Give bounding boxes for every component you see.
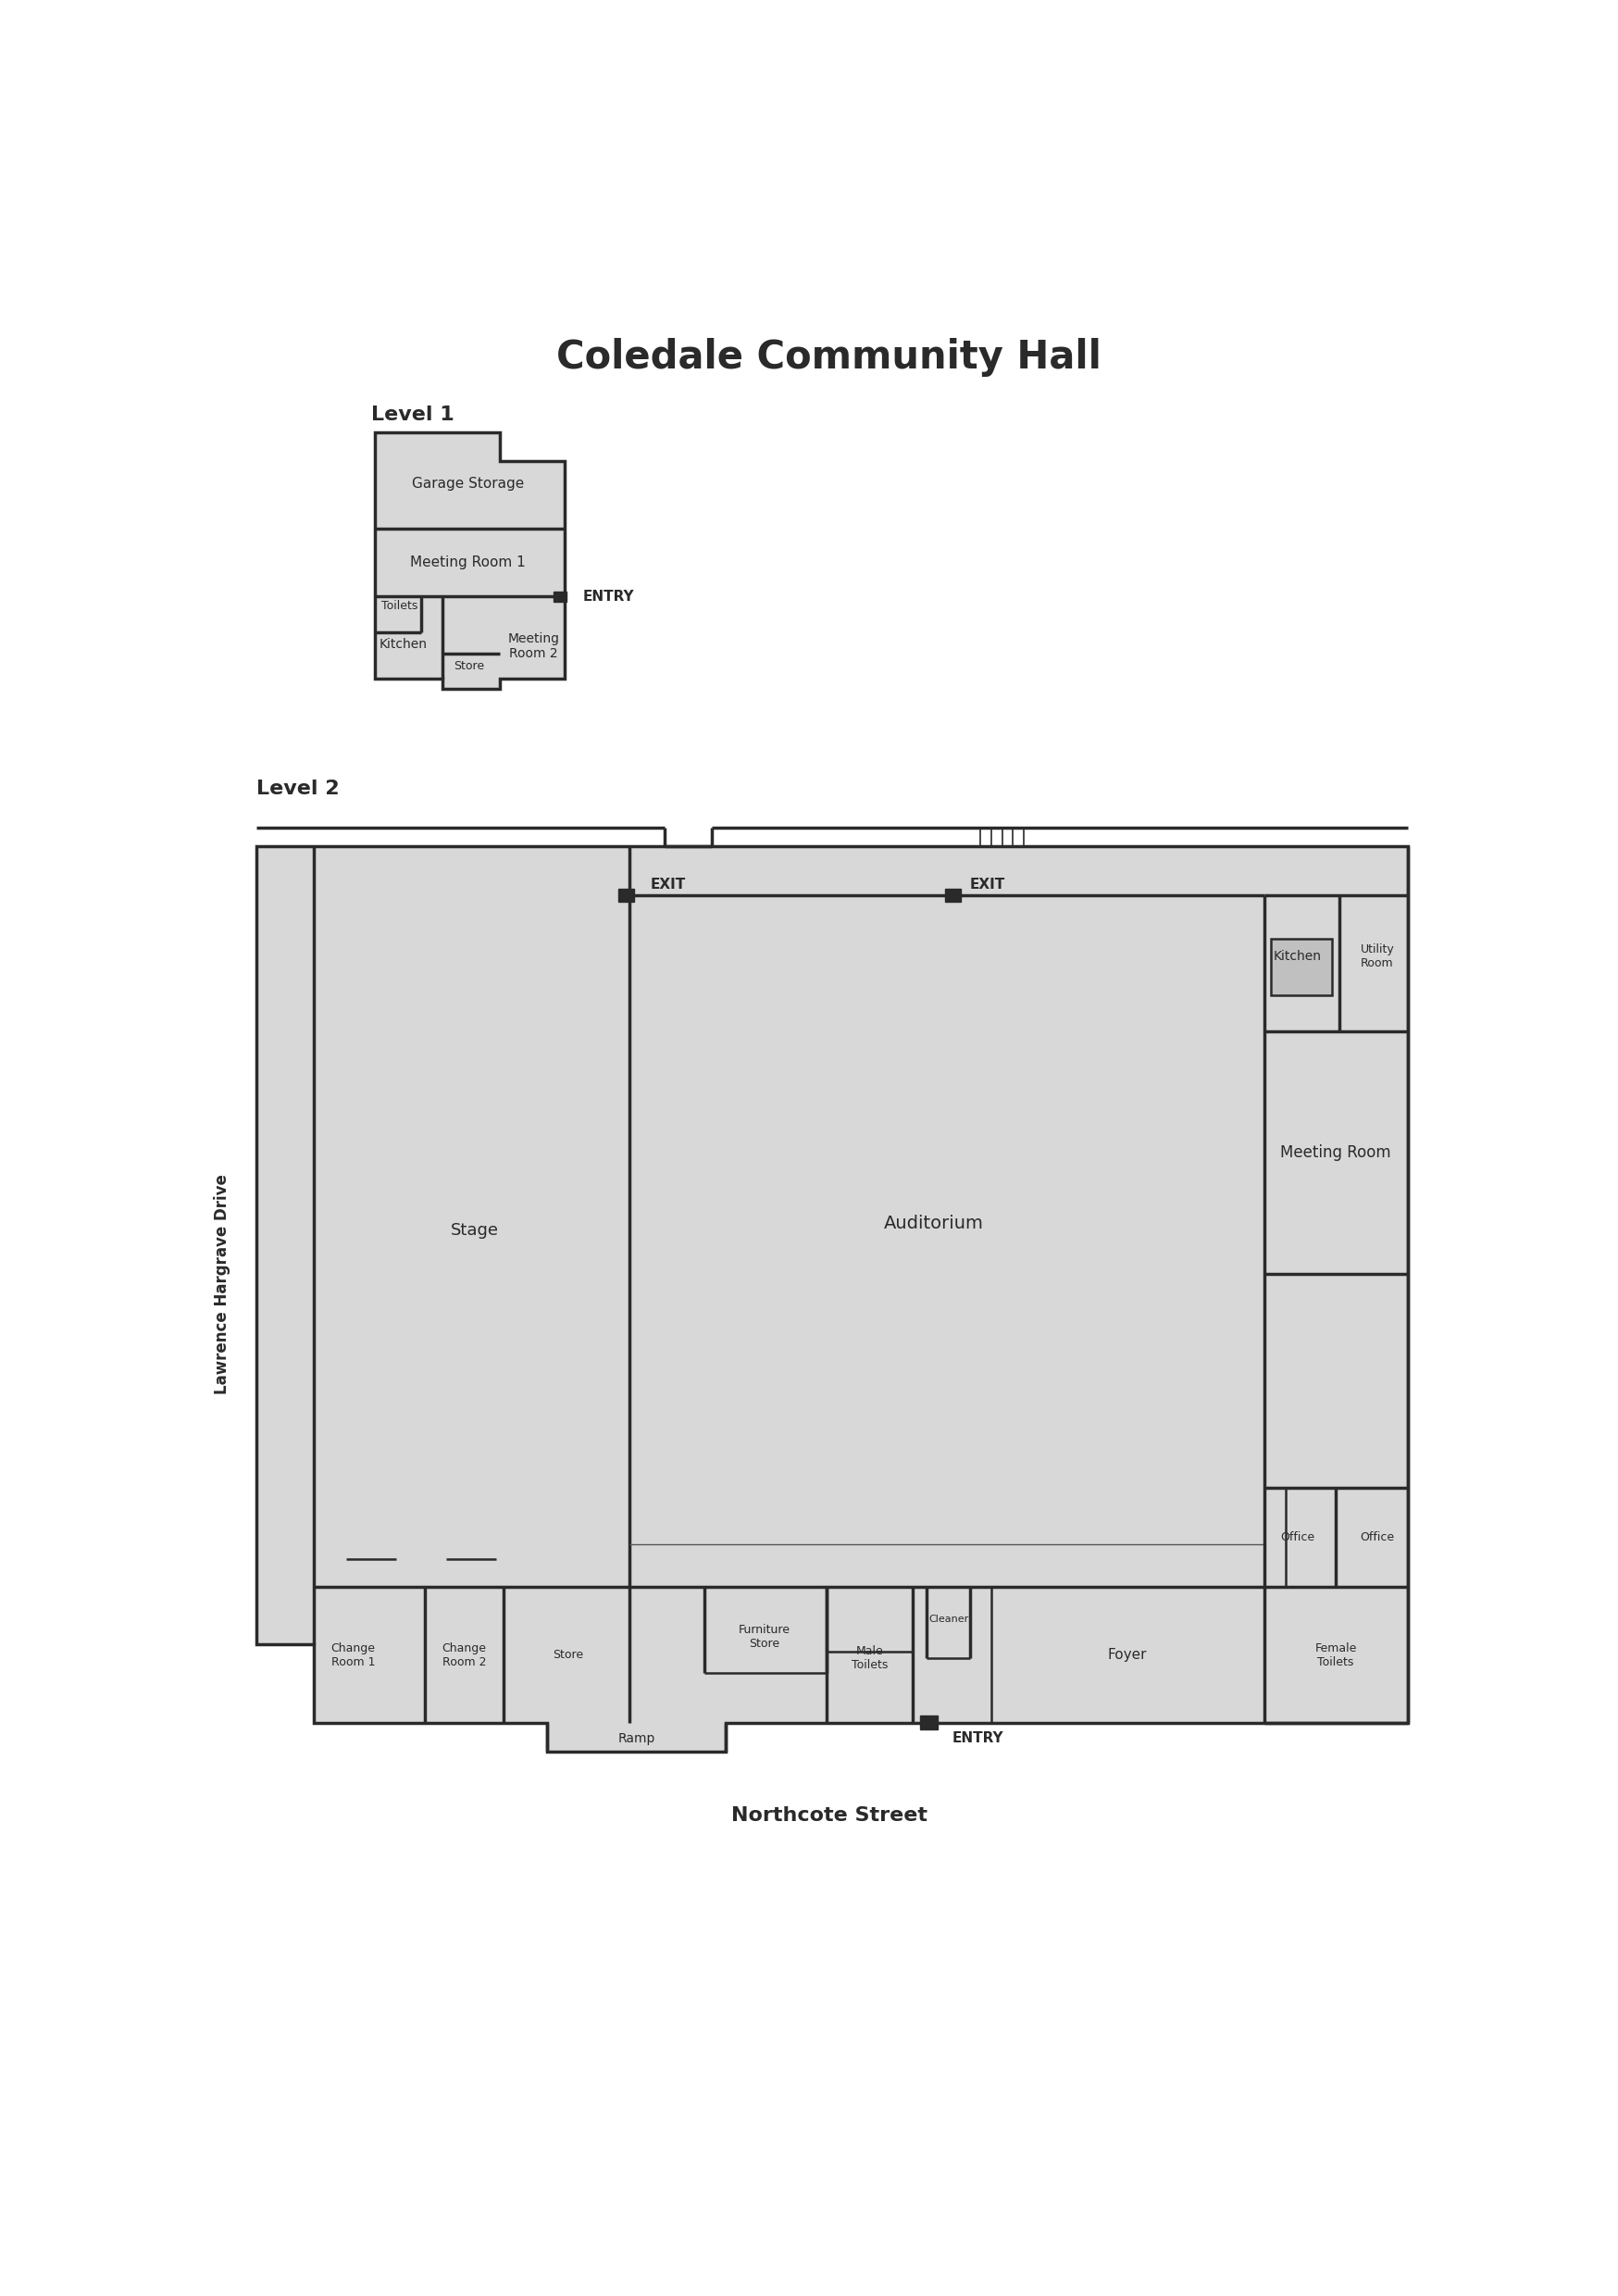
Text: Female
Toilets: Female Toilets [1315, 1642, 1356, 1667]
Text: Utility
Room: Utility Room [1361, 944, 1395, 969]
Text: Foyer: Foyer [1108, 1649, 1147, 1662]
Text: Level 1: Level 1 [371, 406, 455, 425]
Text: Meeting Room: Meeting Room [1280, 1143, 1391, 1162]
Text: Cleaner: Cleaner [929, 1614, 968, 1623]
Text: Change
Room 2: Change Room 2 [442, 1642, 487, 1667]
Text: Store: Store [553, 1649, 584, 1660]
Bar [618, 889, 634, 902]
Text: Level 2: Level 2 [256, 781, 340, 799]
Bar [945, 889, 961, 902]
Text: Meeting
Room 2: Meeting Room 2 [508, 631, 560, 661]
Text: Northcote Street: Northcote Street [731, 1807, 927, 1825]
Text: Office: Office [1361, 1531, 1395, 1543]
Bar [919, 1715, 937, 1729]
Text: Kitchen: Kitchen [379, 638, 427, 652]
Text: Furniture
Store: Furniture Store [738, 1623, 790, 1651]
Text: Kitchen: Kitchen [1273, 951, 1322, 962]
Text: Change
Room 1: Change Room 1 [330, 1642, 375, 1667]
Text: Toilets: Toilets [382, 599, 417, 611]
Text: Office: Office [1280, 1531, 1315, 1543]
Text: Coledale Community Hall: Coledale Community Hall [557, 338, 1102, 377]
Polygon shape [374, 432, 565, 689]
Bar [1272, 939, 1332, 996]
Text: EXIT: EXIT [650, 877, 686, 891]
Text: Ramp: Ramp [618, 1731, 655, 1745]
Text: Auditorium: Auditorium [883, 1215, 984, 1233]
Text: Meeting Room 1: Meeting Room 1 [409, 556, 526, 569]
Text: ENTRY: ENTRY [582, 590, 634, 604]
Text: Stage: Stage [451, 1221, 498, 1240]
Bar [553, 592, 566, 602]
Text: EXIT: EXIT [969, 877, 1005, 891]
Polygon shape [256, 845, 1408, 1752]
Text: Lawrence Hargrave Drive: Lawrence Hargrave Drive [214, 1173, 231, 1394]
Text: Male
Toilets: Male Toilets [851, 1646, 888, 1671]
Text: Store: Store [453, 661, 484, 673]
Text: ENTRY: ENTRY [951, 1731, 1003, 1745]
Text: Garage Storage: Garage Storage [411, 478, 524, 491]
